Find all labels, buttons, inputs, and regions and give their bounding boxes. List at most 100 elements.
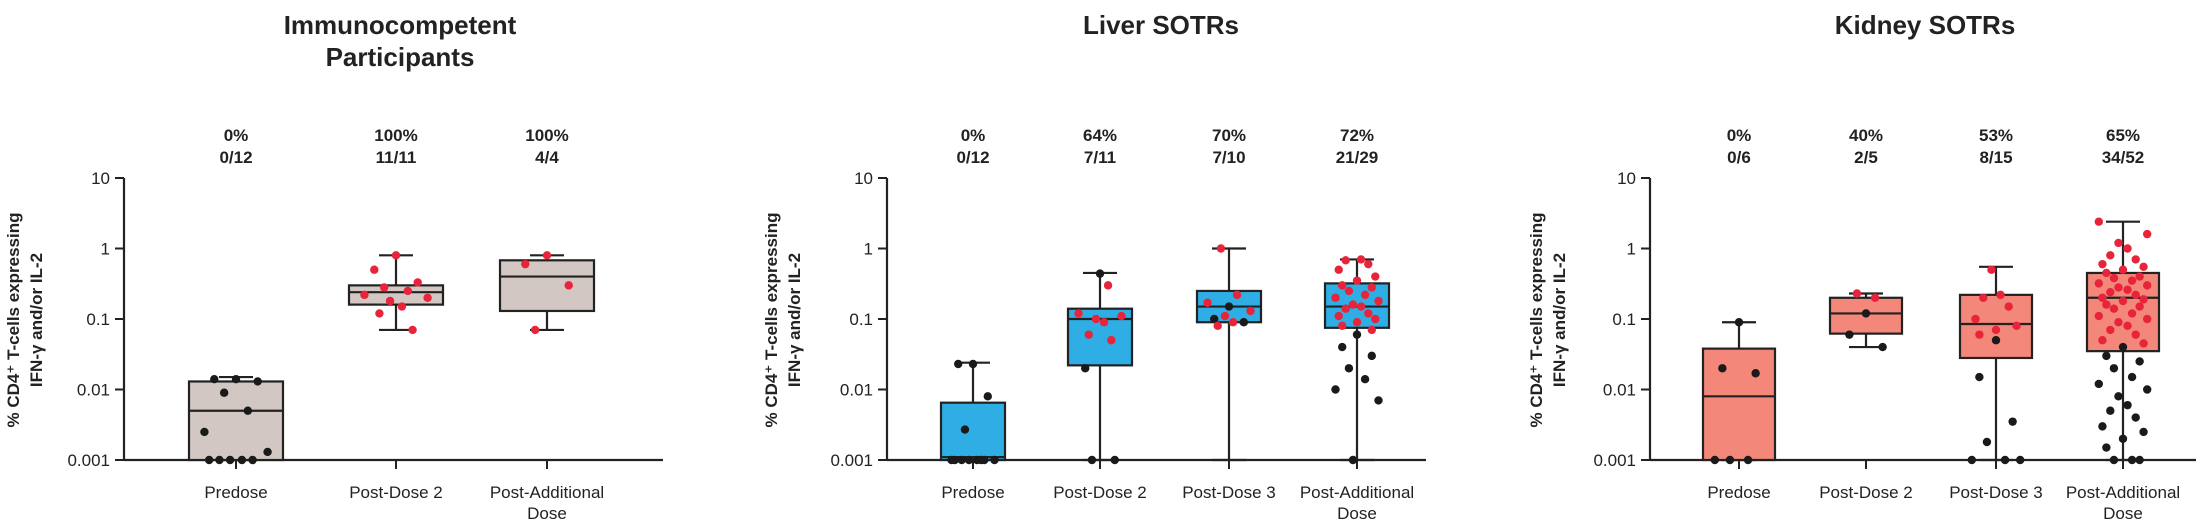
y-tick-label: 1 [101,240,110,259]
category-group: 64% 7/11 Post-Dose 2 [1053,126,1147,502]
category-group: 0% 0/12 Predose [187,126,285,502]
data-point-responder [2098,293,2107,302]
data-point-responder [1979,293,1988,302]
data-point-responder [408,325,417,335]
category-group: 0% 0/6 Predose [1701,126,1777,502]
data-point-responder [2094,311,2104,321]
data-point-nonresponder [2131,413,2140,422]
data-point-nonresponder [204,455,214,465]
data-point-responder [1341,304,1350,313]
data-point-nonresponder [2094,379,2104,389]
y-axis-label: % CD4⁺ T-cells expressing [762,213,781,428]
data-point-responder [2098,336,2107,345]
data-point-nonresponder [200,427,209,437]
data-point-responder [1338,281,1347,290]
data-point-responder [2142,281,2152,290]
response-percent: 65% [2106,126,2140,145]
data-point-nonresponder [2123,400,2132,410]
data-point-nonresponder [2008,417,2017,426]
data-point-responder [2123,285,2132,294]
data-point-responder [564,281,573,290]
data-point-responder [2131,290,2140,300]
data-point-nonresponder [990,455,999,465]
data-point-responder [1228,318,1238,327]
data-point-nonresponder [1360,374,1370,384]
panel-2: Kidney SOTRs % CD4⁺ T-cells expressing IFN… [1527,10,2196,523]
data-point-nonresponder [263,447,272,457]
y-tick-label: 0.1 [849,310,873,329]
response-percent: 53% [1979,126,2013,145]
data-point-nonresponder [957,455,966,465]
data-point-responder [1371,272,1380,281]
data-point-nonresponder [1110,455,1119,465]
response-percent: 72% [1340,126,1374,145]
panel-1: Liver SOTRs % CD4⁺ T-cells expressing IFN-… [762,10,1426,523]
response-percent: 0% [961,126,986,145]
data-point-nonresponder [950,455,959,465]
data-point-responder [1991,325,2001,335]
data-point-responder [2123,244,2132,253]
data-point-nonresponder [1331,385,1340,394]
data-point-responder [1246,306,1255,316]
category-group: 100% 4/4 Post-Additional Dose [490,126,604,523]
y-tick-label: 0.001 [830,451,873,470]
response-fraction: 2/5 [1854,148,1878,167]
data-point-responder [2004,302,2013,311]
data-point-responder [1356,302,1366,311]
y-tick-label: 0.01 [1603,381,1636,400]
data-point-nonresponder [2098,422,2107,431]
data-point-responder [385,296,395,306]
data-point-nonresponder [1352,330,1362,339]
category-group: 100% 11/11 Post-Dose 2 [347,126,445,502]
data-point-nonresponder [2139,427,2148,437]
data-point-responder [1352,276,1362,285]
data-point-nonresponder [1210,314,1219,324]
y-tick-label: 10 [91,169,110,188]
response-fraction: 0/12 [956,148,989,167]
x-category-label: Predose [1707,483,1770,502]
data-point-responder [2123,321,2132,331]
response-fraction: 11/11 [376,148,417,167]
panel-title: Kidney SOTRs [1835,10,2016,40]
data-point-responder [1348,300,1358,309]
data-point-nonresponder [219,388,229,397]
data-point-nonresponder [1224,302,1234,311]
data-point-responder [1987,265,1996,274]
data-point-nonresponder [2102,443,2111,452]
data-point-responder [1338,321,1347,331]
data-point-responder [1356,255,1366,264]
data-point-responder [413,278,422,287]
data-point-nonresponder [243,406,253,415]
y-tick-label: 10 [1617,169,1636,188]
data-point-responder [2139,339,2148,348]
category-group: 53% 8/15 Post-Dose 3 [1949,126,2043,502]
x-category-label: Post-Dose 3 [1949,483,2043,502]
category-group: 70% 7/10 Post-Dose 3 [1182,126,1276,502]
data-point-responder [1367,325,1376,335]
response-percent: 70% [1212,126,1246,145]
data-point-responder [379,283,389,292]
y-tick-label: 0.1 [1612,310,1636,329]
data-point-nonresponder [980,455,989,465]
data-point-nonresponder [253,377,262,386]
data-point-responder [2109,304,2119,313]
response-fraction: 34/52 [2102,148,2145,167]
data-point-responder [1364,309,1373,318]
y-tick-label: 1 [1627,240,1636,259]
data-point-nonresponder [2109,455,2119,465]
data-point-responder [1334,265,1343,274]
y-tick-label: 0.01 [77,381,110,400]
data-point-responder [1334,311,1343,321]
response-percent: 0% [224,126,249,145]
data-point-responder [2142,229,2152,239]
data-point-responder [1344,286,1354,296]
response-fraction: 8/15 [1979,148,2012,167]
x-category-label: Dose [527,504,567,523]
y-tick-label: 10 [854,169,873,188]
data-point-responder [1852,289,1862,298]
x-category-label: Post-Dose 3 [1182,483,1276,502]
data-point-responder [2127,309,2137,318]
x-category-label: Post-Additional [490,483,604,502]
data-point-nonresponder [2118,342,2128,352]
data-point-nonresponder [2109,364,2119,373]
